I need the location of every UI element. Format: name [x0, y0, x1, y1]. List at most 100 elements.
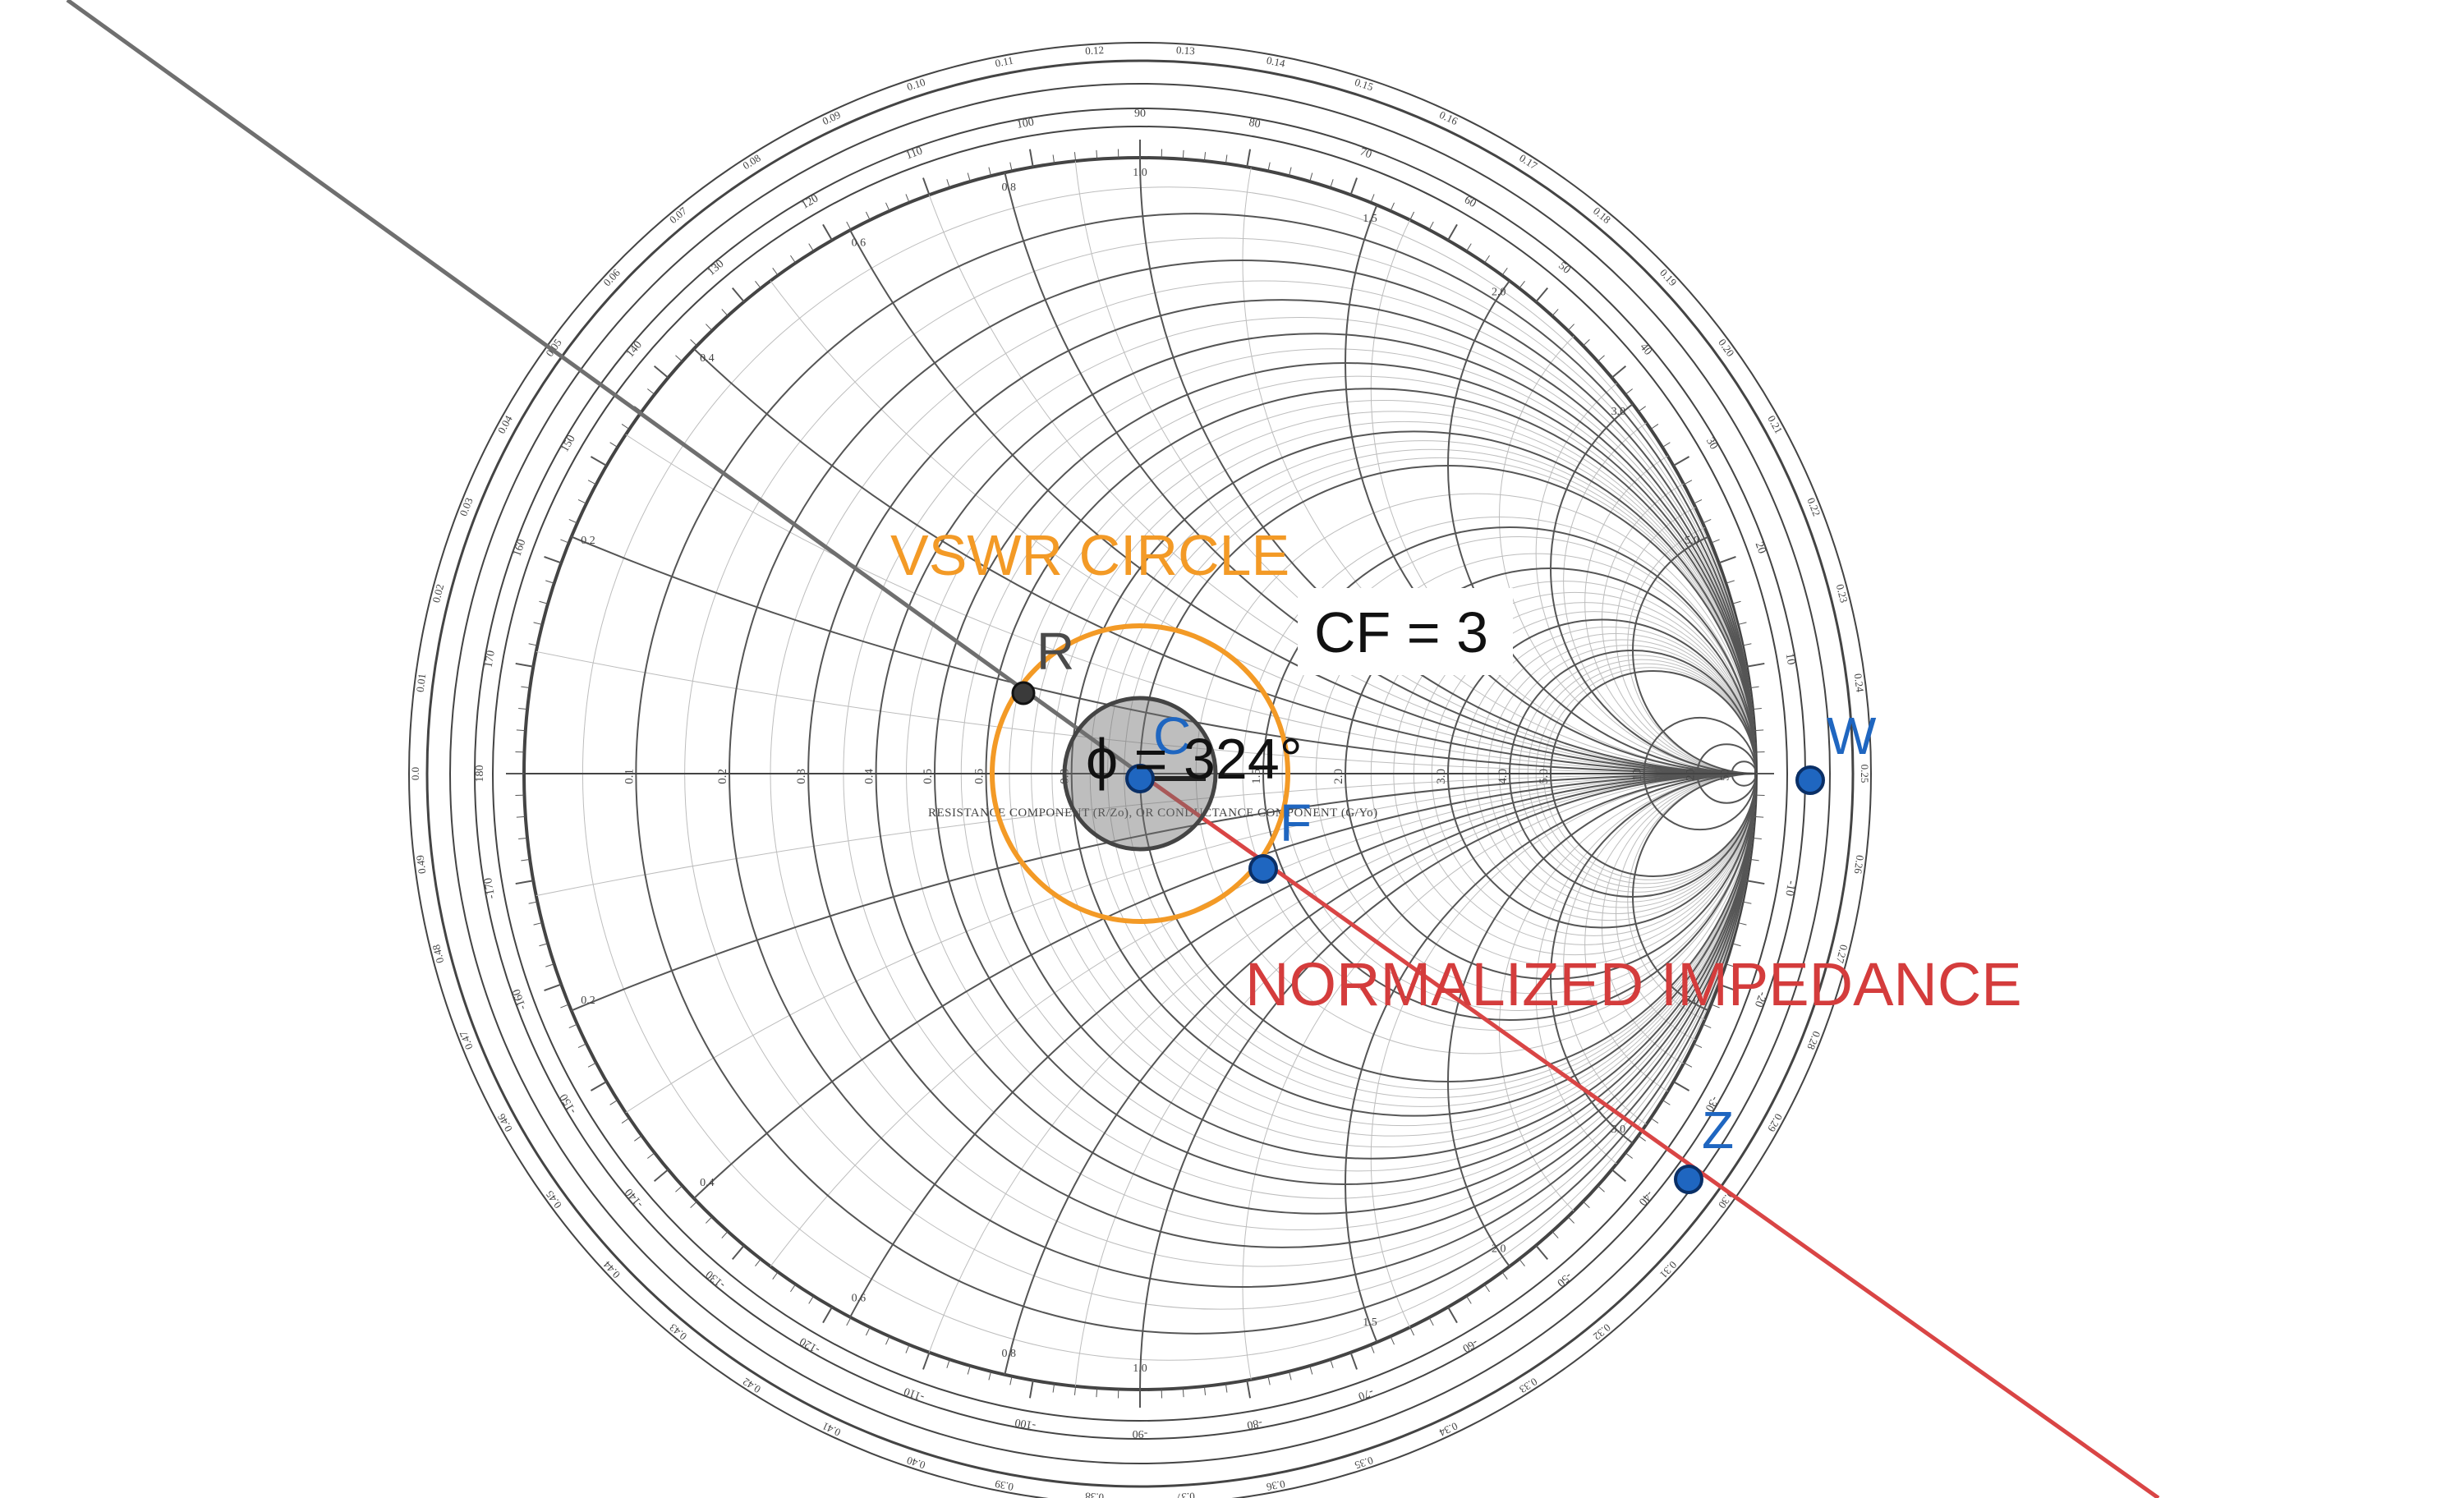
scale-tick [1625, 388, 1633, 395]
scale-tick [1638, 1135, 1646, 1142]
scale-tick [1428, 221, 1434, 231]
scale-tick [1718, 983, 1736, 991]
scale-tick [1673, 1081, 1690, 1091]
scale-tick [587, 1062, 597, 1068]
scale-tick [988, 167, 992, 177]
angle-tick-label: -100 [1014, 1416, 1037, 1431]
reactance-value-label: 0.8 [1001, 1348, 1016, 1360]
scale-tick [1693, 499, 1703, 504]
scale-tick [515, 662, 534, 668]
scale-ring-3 [449, 83, 1831, 1464]
wavelength-tick-label: 0.08 [741, 151, 763, 172]
scale-tick [544, 983, 562, 991]
scale-tick [1349, 1352, 1358, 1370]
point-r[interactable] [1011, 681, 1036, 705]
scale-tick [822, 1307, 833, 1324]
scale-tick [560, 539, 569, 544]
resistance-value-label: 4.0 [1496, 769, 1510, 784]
resistance-value-label: 5.0 [1538, 769, 1551, 784]
scale-tick [755, 281, 761, 289]
reactance-value-label: 0.4 [700, 1177, 715, 1189]
scale-tick [1693, 1043, 1703, 1049]
point-f-label: F [1280, 793, 1312, 852]
scale-tick [1567, 324, 1574, 331]
angle-tick-label: -70 [1356, 1385, 1375, 1402]
point-c[interactable] [1125, 764, 1155, 793]
reactance-value-label: 0.2 [581, 995, 595, 1007]
reactance-value-label: 0.8 [1001, 182, 1016, 194]
angle-tick-label: 10 [1783, 652, 1797, 665]
scale-tick [1501, 268, 1508, 276]
scale-tick [521, 858, 531, 862]
scale-tick [885, 1335, 890, 1345]
wavelength-tick-label: 0.33 [1517, 1376, 1539, 1396]
reactance-arc [729, 158, 1756, 774]
wavelength-tick-label: 0.23 [1834, 583, 1850, 604]
point-w[interactable] [1795, 765, 1825, 795]
scale-tick [1447, 223, 1458, 241]
scale-tick [577, 1043, 587, 1049]
wavelength-tick-label: 0.25 [1859, 765, 1871, 783]
scale-tick [1028, 1380, 1034, 1399]
wavelength-tick-label: 0.20 [1716, 337, 1737, 359]
wavelength-tick-label: 0.10 [905, 76, 926, 93]
scale-tick [621, 424, 630, 430]
scale-tick [1288, 167, 1292, 177]
wavelength-tick-label: 0.27 [1834, 944, 1850, 965]
scale-tick [533, 622, 543, 626]
scale-tick [515, 880, 534, 885]
scale-tick [1096, 149, 1098, 159]
wavelength-tick-label: 0.29 [1765, 1112, 1785, 1134]
scale-tick [675, 1185, 683, 1192]
scale-tick [706, 1216, 713, 1224]
angle-tick-label: 60 [1462, 194, 1478, 210]
angle-tick-label: -170 [482, 877, 498, 900]
wavelength-tick-label: 0.38 [1085, 1491, 1105, 1498]
scale-tick [1203, 1385, 1207, 1395]
scale-tick [1225, 1383, 1228, 1393]
wavelength-tick-label: 0.21 [1765, 413, 1785, 435]
scale-tick [1052, 154, 1055, 164]
wavelength-tick-label: 0.41 [821, 1420, 843, 1439]
angle-tick-label: 180 [474, 765, 486, 783]
scale-tick [846, 221, 852, 231]
angle-tick-label: 90 [1134, 108, 1146, 120]
reactance-value-label: 0.6 [852, 237, 867, 250]
scale-tick [1409, 211, 1415, 221]
scale-tick [905, 1344, 910, 1353]
scale-tick [922, 1352, 931, 1370]
scale-tick [1718, 556, 1736, 564]
point-z[interactable] [1674, 1165, 1703, 1194]
scale-tick [1746, 662, 1765, 668]
scale-tick [518, 707, 528, 710]
scale-tick [647, 1152, 655, 1159]
scale-tick [621, 1117, 630, 1124]
wavelength-tick-label: 0.49 [414, 854, 429, 874]
scale-tick [1409, 1326, 1415, 1336]
scale-tick [1702, 519, 1712, 524]
scale-tick [609, 1100, 618, 1105]
reactance-arc [524, 773, 1756, 1390]
scale-tick [1267, 162, 1271, 172]
scale-tick [533, 921, 543, 926]
resistance-value-label: 50 [1719, 769, 1732, 781]
angle-tick-label: -10 [1782, 880, 1797, 897]
scale-tick [1535, 1244, 1548, 1261]
reactance-fine-arc [524, 773, 1756, 1390]
reactance-value-label: 1.5 [1363, 213, 1377, 225]
scale-tick [905, 194, 910, 203]
scale-tick [1288, 1371, 1292, 1381]
scale-tick [1625, 1152, 1633, 1159]
wavelength-tick-label: 0.15 [1354, 76, 1375, 93]
wavelength-tick-label: 0.22 [1804, 496, 1823, 518]
scale-tick [1073, 152, 1077, 162]
scale-tick [1182, 1388, 1184, 1398]
cf-label-box [1298, 588, 1513, 675]
angle-tick-label: -130 [704, 1268, 728, 1291]
scale-tick [808, 1295, 814, 1304]
point-f[interactable] [1248, 854, 1278, 884]
vswr-circle-label: VSWR CIRCLE [890, 523, 1289, 587]
scale-tick [755, 1258, 761, 1266]
scale-tick [946, 1359, 950, 1368]
